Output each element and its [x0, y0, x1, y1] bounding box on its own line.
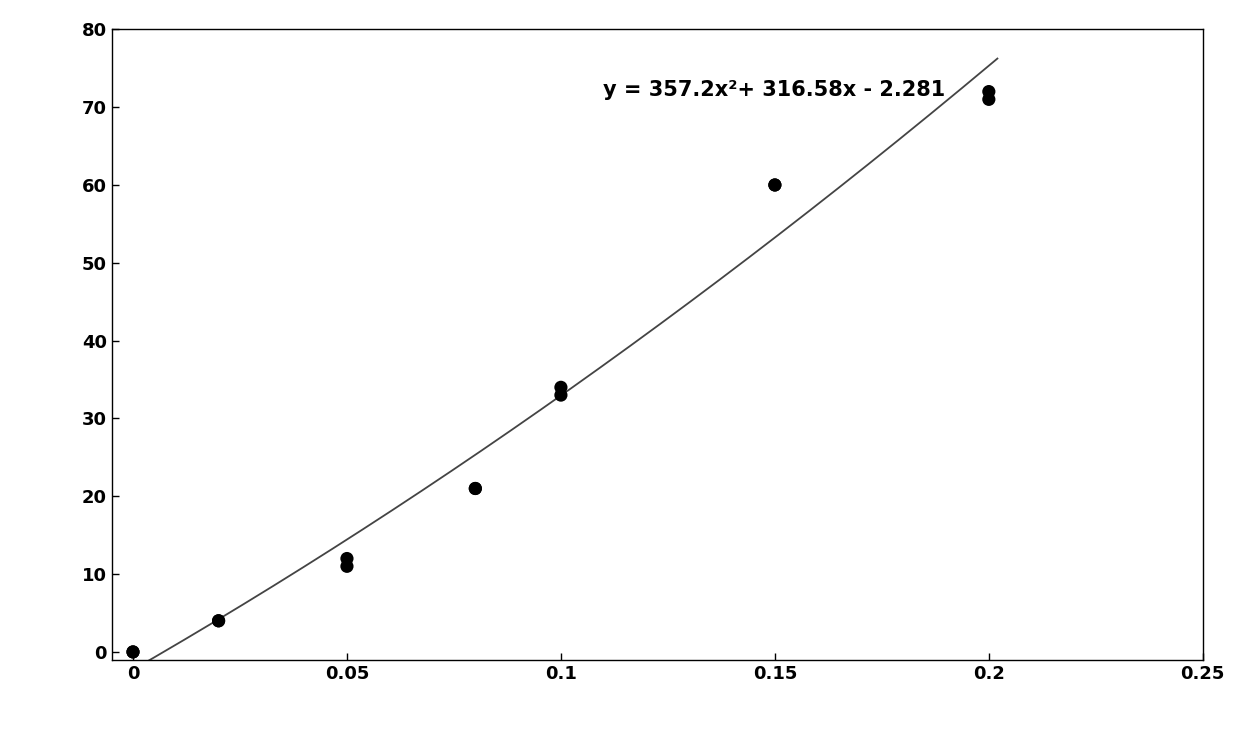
Point	[978, 94, 998, 106]
Point	[123, 646, 143, 658]
Text: y = 357.2x²+ 316.58x - 2.281: y = 357.2x²+ 316.58x - 2.281	[603, 80, 945, 100]
Point	[208, 615, 228, 627]
Point	[208, 615, 228, 627]
Point	[337, 553, 357, 564]
Point	[551, 389, 570, 401]
Point	[465, 482, 485, 494]
Point	[123, 646, 143, 658]
Point	[337, 561, 357, 572]
Point	[765, 179, 785, 191]
Point	[765, 179, 785, 191]
Point	[978, 86, 998, 97]
Point	[551, 381, 570, 393]
Point	[465, 482, 485, 494]
